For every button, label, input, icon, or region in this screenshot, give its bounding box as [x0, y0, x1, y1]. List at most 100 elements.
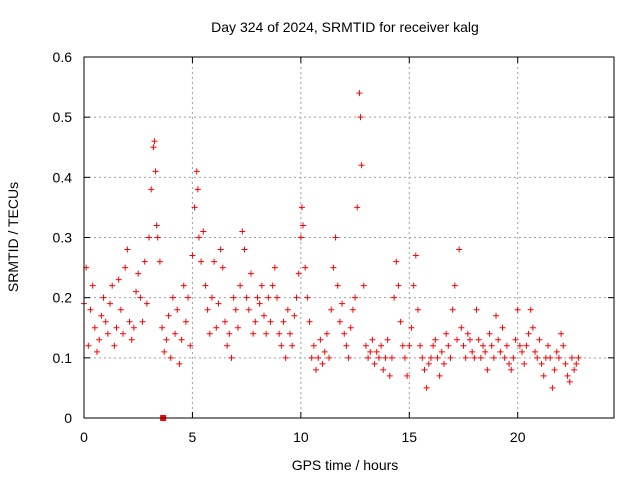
data-point — [406, 342, 413, 349]
data-point — [323, 330, 330, 337]
data-point — [395, 282, 402, 289]
data-point — [87, 306, 94, 313]
data-point — [354, 204, 361, 211]
data-point — [89, 282, 96, 289]
data-point — [451, 282, 458, 289]
data-point — [172, 330, 179, 337]
data-point — [482, 348, 489, 355]
data-point — [130, 324, 137, 331]
data-point — [380, 366, 387, 373]
data-point — [100, 294, 107, 301]
data-point — [326, 354, 333, 361]
data-point — [298, 204, 305, 211]
data-point — [202, 282, 209, 289]
data-point — [178, 336, 185, 343]
data-point — [419, 354, 426, 361]
x-tick-label: 10 — [293, 429, 309, 445]
y-tick-label: 0.2 — [53, 290, 73, 306]
data-point — [397, 318, 404, 325]
data-point — [408, 324, 415, 331]
data-point — [462, 354, 469, 361]
data-point — [96, 336, 103, 343]
data-point — [571, 366, 578, 373]
data-point — [523, 342, 530, 349]
data-point — [356, 90, 363, 97]
data-point — [250, 330, 257, 337]
data-point — [330, 264, 337, 271]
data-point — [221, 318, 228, 325]
data-point — [453, 336, 460, 343]
data-point — [536, 336, 543, 343]
data-point — [148, 186, 155, 193]
data-point — [564, 372, 571, 379]
data-point — [497, 348, 504, 355]
data-point — [473, 306, 480, 313]
data-point — [310, 342, 317, 349]
data-point — [284, 306, 291, 313]
data-point — [393, 258, 400, 265]
data-point — [159, 324, 166, 331]
data-point — [308, 354, 315, 361]
data-point — [434, 354, 441, 361]
data-point — [525, 330, 532, 337]
data-point — [104, 330, 111, 337]
data-point — [109, 282, 116, 289]
data-point — [102, 318, 109, 325]
data-point — [215, 300, 222, 307]
data-point — [107, 300, 114, 307]
data-point — [334, 282, 341, 289]
data-point — [232, 306, 239, 313]
data-point — [265, 294, 272, 301]
data-point — [477, 354, 484, 361]
data-point — [391, 294, 398, 301]
data-point — [247, 270, 254, 277]
y-axis-label: SRMTID / TECUs — [5, 182, 21, 292]
data-point — [111, 342, 118, 349]
data-point — [195, 234, 202, 241]
data-point — [226, 330, 233, 337]
y-tick-label: 0.6 — [53, 49, 73, 65]
data-point — [495, 336, 502, 343]
data-point — [558, 330, 565, 337]
y-tick-label: 0.4 — [53, 169, 73, 185]
data-point — [469, 348, 476, 355]
data-point — [532, 348, 539, 355]
data-point — [508, 366, 515, 373]
data-point — [161, 348, 168, 355]
data-point — [217, 246, 224, 253]
data-point — [152, 168, 159, 175]
data-point — [343, 342, 350, 349]
data-point — [417, 342, 424, 349]
data-point — [295, 270, 302, 277]
data-point — [302, 264, 309, 271]
data-point — [447, 354, 454, 361]
data-point — [282, 354, 289, 361]
data-point — [165, 312, 172, 319]
data-point — [360, 282, 367, 289]
data-point — [94, 348, 101, 355]
data-point — [146, 234, 153, 241]
data-point — [488, 342, 495, 349]
data-point — [85, 342, 92, 349]
data-point — [263, 330, 270, 337]
data-point — [427, 354, 434, 361]
data-point — [404, 372, 411, 379]
data-point — [256, 300, 263, 307]
data-point — [315, 354, 322, 361]
data-point — [122, 264, 129, 271]
data-point — [304, 294, 311, 301]
data-point — [239, 228, 246, 235]
data-point — [274, 294, 281, 301]
data-point — [137, 294, 144, 301]
data-point — [547, 354, 554, 361]
data-point — [219, 264, 226, 271]
data-point — [425, 360, 432, 367]
data-point — [269, 282, 276, 289]
data-point — [141, 258, 148, 265]
data-point — [510, 354, 517, 361]
data-point — [139, 318, 146, 325]
data-point — [527, 306, 534, 313]
data-point — [562, 360, 569, 367]
x-tick-label: 20 — [510, 429, 526, 445]
